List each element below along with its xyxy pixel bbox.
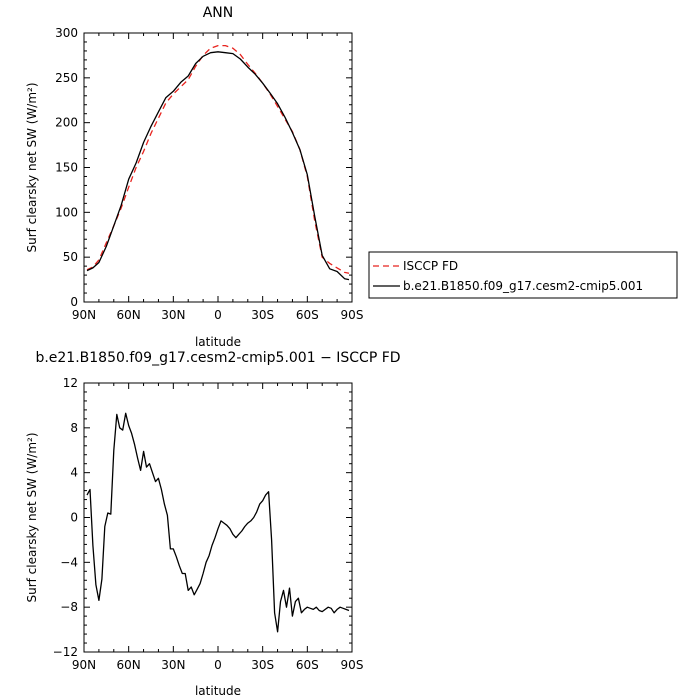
xtick-label: 30S <box>251 308 274 322</box>
legend-label-isccp: ISCCP FD <box>403 259 458 273</box>
top-chart-ylabel: Surf clearsky net SW (W/m²) <box>25 82 39 252</box>
xtick-label: 90N <box>72 658 96 672</box>
xtick-label: 90S <box>341 308 364 322</box>
ytick-label: 50 <box>63 250 78 264</box>
top-chart-frame <box>83 32 353 303</box>
xtick-label: 0 <box>214 308 222 322</box>
xtick-label: 60N <box>117 308 141 322</box>
ytick-label: −12 <box>53 645 78 659</box>
legend: ISCCP FD b.e21.B1850.f09_g17.cesm2-cmip5… <box>368 251 678 299</box>
bottom-chart-frame <box>83 382 353 653</box>
top-chart: ANN 90N 60N 30N 0 30S 60S 90S 0 50 100 150 200 250 30… <box>25 5 363 349</box>
ytick-label: 300 <box>55 26 78 40</box>
ytick-label: 0 <box>70 295 78 309</box>
bottom-chart-ticks: 90N 60N 30N 0 30S 60S 90S −12 −8 −4 0 4 8 12 <box>53 376 364 672</box>
ytick-label: −8 <box>60 600 78 614</box>
xtick-label: 0 <box>214 658 222 672</box>
top-chart-ticks: 90N 60N 30N 0 30S 60S 90S 0 50 100 150 200 250 300 <box>55 26 363 322</box>
series-line-0-0 <box>86 44 350 274</box>
xtick-label: 90S <box>341 658 364 672</box>
ytick-label: 250 <box>55 71 78 85</box>
xtick-label: 90N <box>72 308 96 322</box>
ytick-label: 150 <box>55 161 78 175</box>
series-line-1-0 <box>86 412 350 633</box>
bottom-chart-xlabel: latitude <box>195 684 241 698</box>
xtick-label: 30S <box>251 658 274 672</box>
xtick-label: 60N <box>117 658 141 672</box>
xtick-label: 60S <box>296 658 319 672</box>
bottom-chart-ylabel: Surf clearsky net SW (W/m²) <box>25 432 39 602</box>
top-chart-series <box>86 44 350 281</box>
top-chart-title: ANN <box>203 5 234 21</box>
series-line-0-1 <box>86 51 350 281</box>
legend-label-cesm: b.e21.B1850.f09_g17.cesm2-cmip5.001 <box>403 279 643 293</box>
ytick-label: 0 <box>70 511 78 525</box>
ytick-label: 8 <box>70 421 78 435</box>
legend-box <box>368 251 678 299</box>
ytick-label: 12 <box>63 376 78 390</box>
bottom-chart: b.e21.B1850.f09_g17.cesm2-cmip5.001 − IS… <box>25 350 401 698</box>
xtick-label: 60S <box>296 308 319 322</box>
bottom-chart-title: b.e21.B1850.f09_g17.cesm2-cmip5.001 − IS… <box>35 350 400 366</box>
bottom-chart-series <box>86 412 350 633</box>
top-chart-xlabel: latitude <box>195 335 241 349</box>
ytick-label: 4 <box>70 466 78 480</box>
xtick-label: 30N <box>161 308 185 322</box>
ytick-label: 200 <box>55 116 78 130</box>
ytick-label: −4 <box>60 555 78 569</box>
ytick-label: 100 <box>55 205 78 219</box>
xtick-label: 30N <box>161 658 185 672</box>
